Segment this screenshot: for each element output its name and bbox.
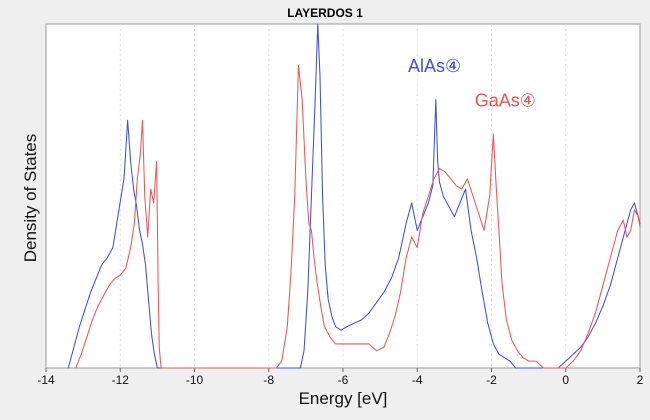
x-axis-label: Energy [eV] (299, 389, 388, 408)
series-line-gaas (75, 64, 641, 369)
x-tick-label: 0 (562, 373, 569, 387)
x-tick-label: -4 (412, 373, 423, 387)
series-line-alas (67, 23, 641, 369)
x-tick-label: 2 (637, 373, 644, 387)
annotation-gaas: GaAs④ (475, 91, 536, 111)
x-tick-label: -6 (338, 373, 349, 387)
x-tick-label: -2 (486, 373, 497, 387)
x-tick-label: -12 (112, 373, 130, 387)
y-axis-label: Density of States (21, 134, 40, 263)
annotation-alas: AlAs④ (408, 56, 461, 76)
chart-title: LAYERDOS 1 (287, 6, 363, 20)
x-tick-label: -14 (37, 373, 55, 387)
x-tick-label: -10 (186, 373, 204, 387)
x-tick-label: -8 (263, 373, 274, 387)
